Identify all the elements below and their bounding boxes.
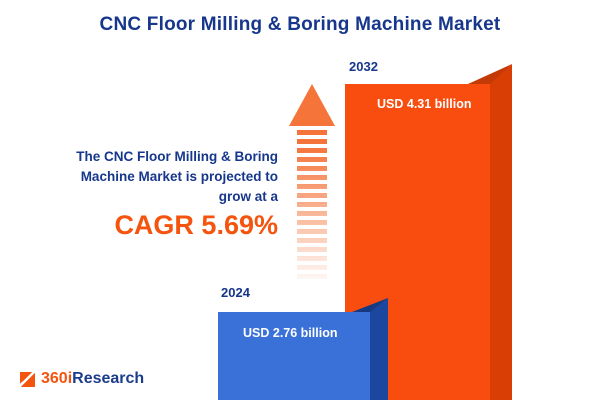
description-line-1: The CNC Floor Milling & Boring bbox=[76, 149, 278, 164]
bar-2024-year-label: 2024 bbox=[221, 285, 250, 300]
logo-text-research: Research bbox=[72, 370, 145, 387]
description-line-3: grow at a bbox=[218, 189, 278, 204]
growth-arrow-head-icon bbox=[289, 84, 335, 126]
cagr-value: CAGR 5.69% bbox=[114, 210, 278, 240]
logo-text: 360iResearch bbox=[41, 371, 144, 387]
bar-2024 bbox=[218, 312, 370, 400]
bar-2032-year-label: 2032 bbox=[349, 59, 378, 74]
description-line-2: Machine Market is projected to bbox=[80, 169, 278, 184]
bar-2024-side-face bbox=[370, 298, 388, 400]
market-description: The CNC Floor Milling & Boring Machine M… bbox=[28, 147, 278, 207]
chart-title: CNC Floor Milling & Boring Machine Marke… bbox=[99, 14, 501, 35]
bar-2032-side-face bbox=[490, 64, 512, 400]
logo-text-360i: 360i bbox=[41, 370, 73, 387]
logo-square-icon bbox=[20, 371, 35, 387]
growth-arrow-dashed-body-icon bbox=[297, 130, 327, 280]
bar-2024-value-label: USD 2.76 billion bbox=[243, 326, 338, 340]
bar-2032-value-label: USD 4.31 billion bbox=[377, 97, 472, 111]
brand-logo: 360iResearch bbox=[20, 371, 144, 387]
